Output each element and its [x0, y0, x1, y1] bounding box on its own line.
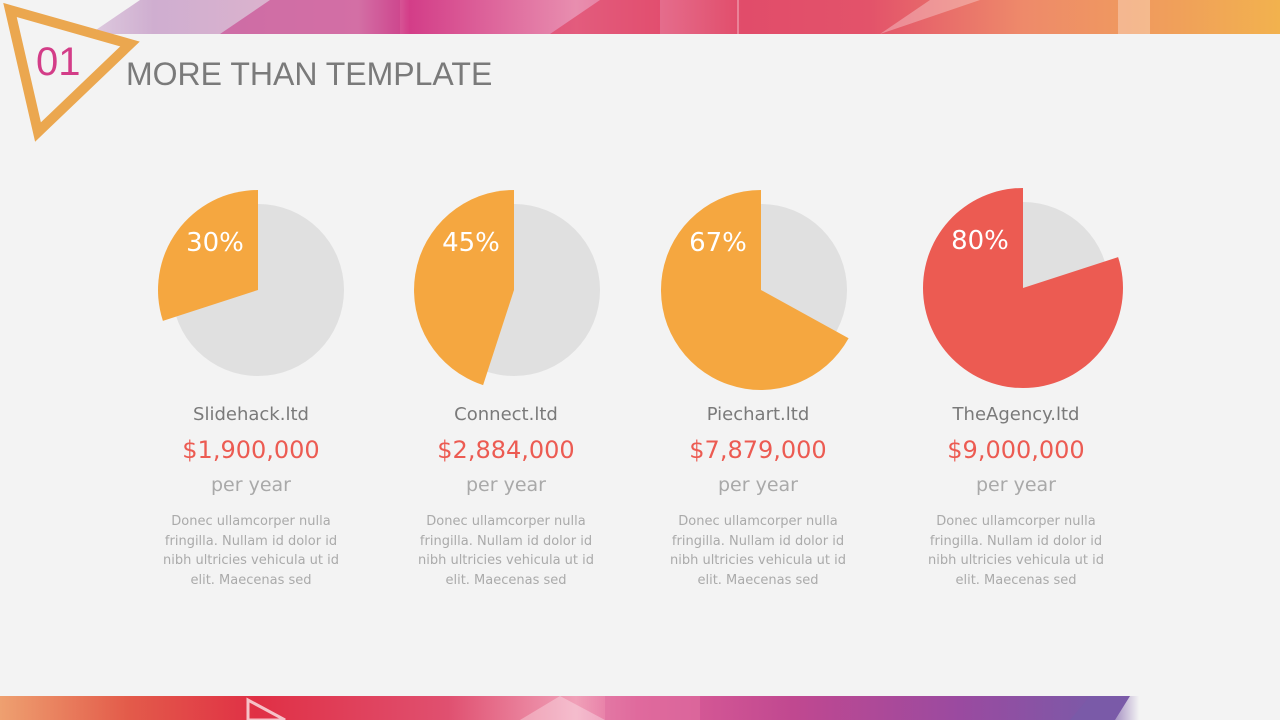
top-band-shapes [0, 0, 1150, 34]
pie-slice [414, 190, 514, 386]
section-number: 01 [36, 40, 81, 84]
company-name: Slidehack.ltd [193, 404, 309, 425]
pie-slice [660, 190, 849, 390]
company-description: Donec ullamcorper nulla fringilla. Nulla… [162, 514, 339, 588]
pie-percent-label: 80% [951, 226, 1009, 256]
company-name: Piechart.ltd [706, 404, 810, 425]
company-description: Donec ullamcorper nulla fringilla. Nulla… [927, 514, 1104, 588]
triangle-outline-decoration [3, 2, 140, 142]
bottom-decorative-band [0, 696, 1280, 720]
pie-charts [158, 188, 1123, 390]
pie-slice [158, 190, 258, 321]
company-amount: $9,000,000 [947, 436, 1085, 464]
amount-period: per year [976, 474, 1056, 496]
company-card: TheAgency.ltd $9,000,000 per year Donec … [901, 404, 1131, 590]
company-amount: $2,884,000 [437, 436, 575, 464]
company-name: Connect.ltd [454, 404, 558, 425]
pie-percent-label: 30% [186, 228, 244, 258]
bottom-band-shapes [246, 696, 1130, 720]
amount-period: per year [718, 474, 798, 496]
company-card: Slidehack.ltd $1,900,000 per year Donec … [136, 404, 366, 590]
company-amount: $1,900,000 [182, 436, 320, 464]
page-title: MORE THAN TEMPLATE [126, 56, 493, 92]
company-card: Connect.ltd $2,884,000 per year Donec ul… [391, 404, 621, 590]
company-amount: $7,879,000 [689, 436, 827, 464]
company-name: TheAgency.ltd [952, 404, 1080, 425]
amount-period: per year [211, 474, 291, 496]
company-description: Donec ullamcorper nulla fringilla. Nulla… [417, 514, 594, 588]
company-description: Donec ullamcorper nulla fringilla. Nulla… [669, 514, 846, 588]
top-decorative-band [0, 0, 1280, 34]
amount-period: per year [466, 474, 546, 496]
pie-slice [922, 188, 1123, 389]
pie-percent-label: 67% [689, 228, 747, 258]
company-card: Piechart.ltd $7,879,000 per year Donec u… [643, 404, 873, 590]
pie-percent-label: 45% [442, 228, 500, 258]
